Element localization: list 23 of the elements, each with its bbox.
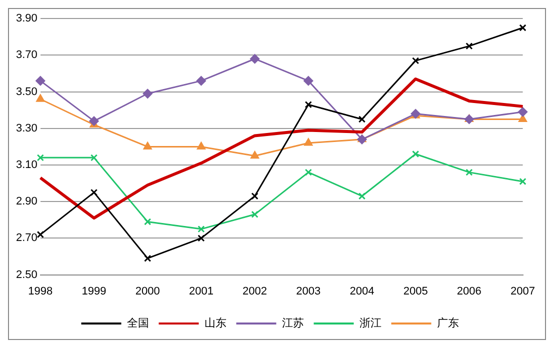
x-tick-label: 2003 <box>296 285 321 298</box>
y-tick-label: 3.90 <box>16 12 38 25</box>
y-tick-label: 3.30 <box>16 122 38 134</box>
x-tick-label: 2004 <box>350 285 374 298</box>
x-tick-label: 2005 <box>403 285 428 298</box>
x-tick-label: 1998 <box>28 285 53 298</box>
legend-label: 广东 <box>436 316 459 330</box>
y-tick-label: 2.90 <box>16 196 38 208</box>
x-tick-label: 2001 <box>188 285 214 298</box>
y-tick-label: 3.10 <box>16 159 38 172</box>
y-tick-label: 3.50 <box>16 86 38 98</box>
legend-label: 全国 <box>126 316 149 330</box>
x-tick-label: 2002 <box>242 285 268 298</box>
x-tick-label: 2007 <box>510 285 536 298</box>
y-tick-label: 2.70 <box>16 232 38 244</box>
legend-label: 山东 <box>204 316 226 330</box>
y-tick-label: 2.50 <box>16 268 38 281</box>
x-tick-label: 2006 <box>456 285 482 298</box>
y-tick-label: 3.70 <box>16 49 38 62</box>
x-tick-label: 1999 <box>82 285 106 298</box>
legend-label: 浙江 <box>359 316 382 330</box>
x-tick-label: 2000 <box>135 285 160 298</box>
legend-label: 江苏 <box>282 316 304 330</box>
